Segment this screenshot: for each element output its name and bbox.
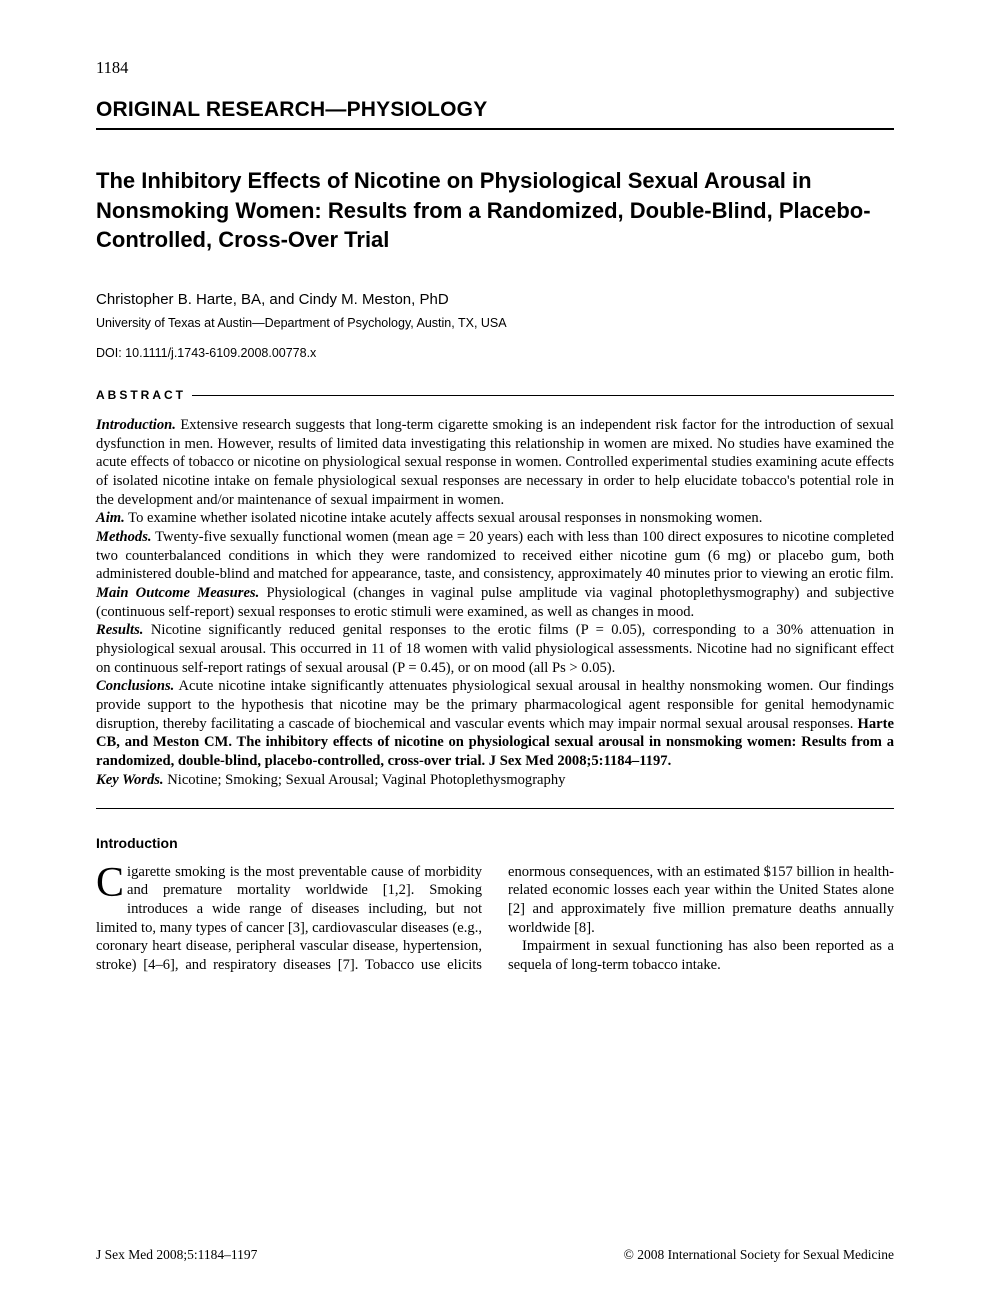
abstract-outcomes: Main Outcome Measures. Physiological (ch… xyxy=(96,584,894,621)
section-rule xyxy=(96,128,894,130)
affiliation: University of Texas at Austin—Department… xyxy=(96,316,894,330)
abstract-aim: Aim. To examine whether isolated nicotin… xyxy=(96,509,894,528)
body-paragraph-2: Impairment in sexual functioning has als… xyxy=(508,937,894,974)
abstract-conclusions-label: Conclusions. xyxy=(96,678,174,694)
abstract-introduction-text: Extensive research suggests that long-te… xyxy=(96,417,894,508)
abstract-methods: Methods. Twenty-five sexually functional… xyxy=(96,528,894,584)
abstract-introduction: Introduction. Extensive research suggest… xyxy=(96,416,894,509)
introduction-heading: Introduction xyxy=(96,835,894,851)
abstract-outcomes-label: Main Outcome Measures. xyxy=(96,585,259,601)
abstract-aim-label: Aim. xyxy=(96,510,125,526)
abstract-results-label: Results. xyxy=(96,622,143,638)
article-title: The Inhibitory Effects of Nicotine on Ph… xyxy=(96,166,894,255)
keywords: Key Words. Nicotine; Smoking; Sexual Aro… xyxy=(96,771,894,790)
abstract-label: ABSTRACT xyxy=(96,388,192,402)
keywords-label: Key Words. xyxy=(96,772,164,788)
doi: DOI: 10.1111/j.1743-6109.2008.00778.x xyxy=(96,346,894,360)
abstract-aim-text: To examine whether isolated nicotine int… xyxy=(125,510,763,526)
abstract-results: Results. Nicotine significantly reduced … xyxy=(96,621,894,677)
body-text: Cigarette smoking is the most preventabl… xyxy=(96,863,894,975)
authors: Christopher B. Harte, BA, and Cindy M. M… xyxy=(96,291,894,308)
keywords-text: Nicotine; Smoking; Sexual Arousal; Vagin… xyxy=(164,772,566,788)
page-footer: J Sex Med 2008;5:1184–1197 © 2008 Intern… xyxy=(96,1247,894,1263)
abstract-body: Introduction. Extensive research suggest… xyxy=(96,416,894,789)
abstract-rule xyxy=(192,395,894,396)
abstract-methods-text: Twenty-five sexually functional women (m… xyxy=(96,529,894,582)
section-header: ORIGINAL RESEARCH—PHYSIOLOGY xyxy=(96,98,894,122)
abstract-header-row: ABSTRACT xyxy=(96,388,894,402)
abstract-conclusions-text: Acute nicotine intake significantly atte… xyxy=(96,678,894,731)
page-number: 1184 xyxy=(96,58,894,78)
footer-journal-ref: J Sex Med 2008;5:1184–1197 xyxy=(96,1247,257,1263)
dropcap: C xyxy=(96,863,127,902)
abstract-end-rule xyxy=(96,808,894,809)
abstract-conclusions: Conclusions. Acute nicotine intake signi… xyxy=(96,677,894,770)
abstract-results-text: Nicotine significantly reduced genital r… xyxy=(96,622,894,675)
footer-copyright: © 2008 International Society for Sexual … xyxy=(624,1247,894,1263)
abstract-methods-label: Methods. xyxy=(96,529,152,545)
abstract-introduction-label: Introduction. xyxy=(96,417,176,433)
